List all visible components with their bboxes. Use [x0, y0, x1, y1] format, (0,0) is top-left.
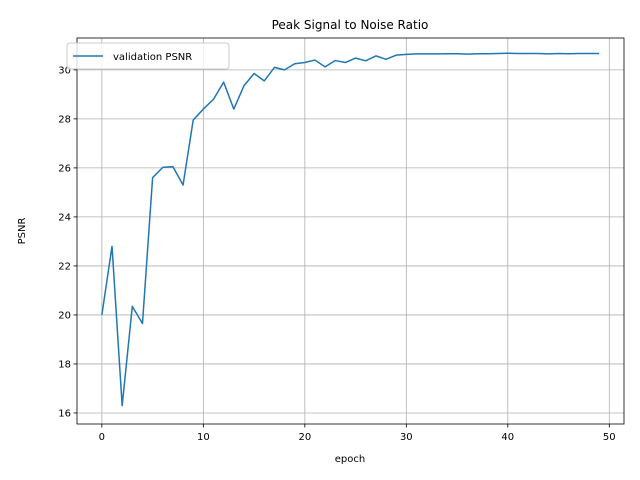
plot-area-frame — [76, 37, 625, 425]
y-tick-label: 16 — [58, 408, 71, 419]
series-line — [101, 52, 600, 407]
chart-title: Peak Signal to Noise Ratio — [272, 18, 429, 32]
series-layer — [101, 52, 600, 407]
y-tick-label: 22 — [58, 261, 71, 272]
y-tick-label: 30 — [58, 65, 71, 76]
y-axis-ticks: 16 18 20 22 24 26 28 30 — [58, 65, 77, 419]
legend-label: validation PSNR — [113, 52, 192, 63]
x-tick-label: 0 — [99, 432, 105, 443]
legend: validation PSNR — [66, 42, 230, 70]
y-tick-label: 26 — [58, 163, 71, 174]
x-tick-label: 50 — [603, 432, 616, 443]
y-tick-label: 24 — [58, 212, 71, 223]
x-tick-label: 30 — [400, 432, 413, 443]
x-axis-label: epoch — [335, 454, 365, 465]
y-tick-label: 20 — [58, 310, 71, 321]
y-tick-label: 18 — [58, 359, 71, 370]
x-tick-label: 40 — [501, 432, 514, 443]
y-tick-label: 28 — [58, 114, 71, 125]
grid — [77, 38, 624, 424]
y-axis-label: PSNR — [17, 218, 28, 245]
legend-box — [66, 42, 230, 70]
x-axis-ticks: 0 10 20 30 40 50 — [99, 424, 616, 443]
x-tick-label: 20 — [298, 432, 311, 443]
x-tick-label: 10 — [197, 432, 210, 443]
